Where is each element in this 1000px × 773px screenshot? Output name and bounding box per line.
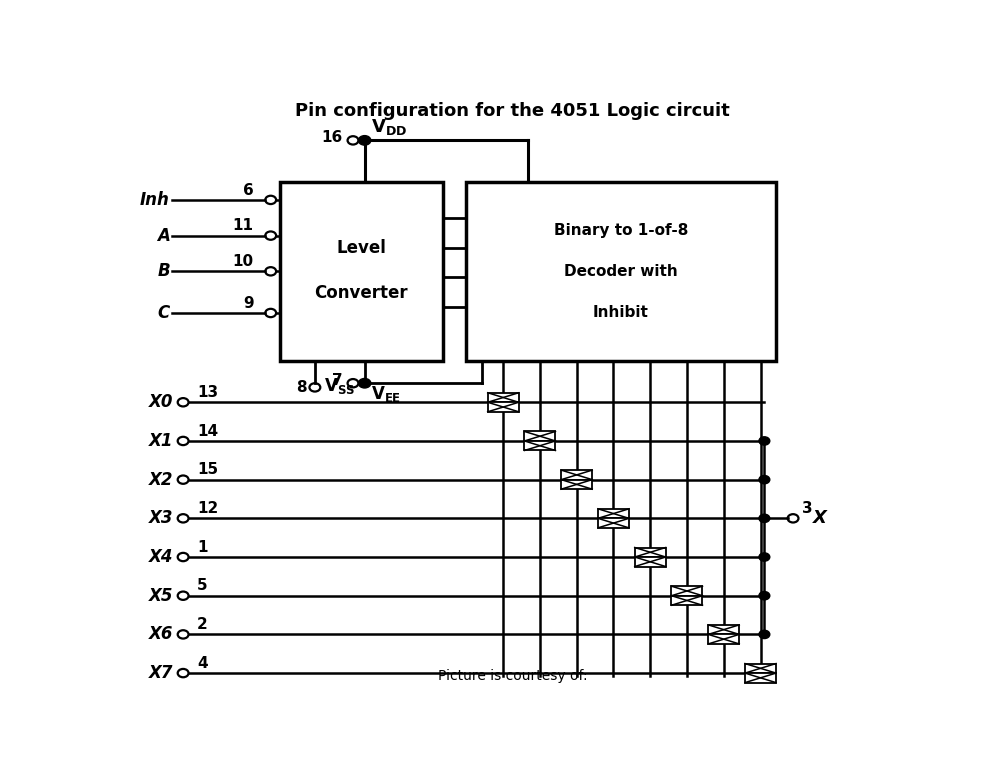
Bar (524, 431, 555, 441)
Text: X2: X2 (149, 471, 174, 489)
Text: X3: X3 (149, 509, 174, 527)
Bar (708, 635, 739, 644)
Text: 9: 9 (243, 295, 254, 311)
Bar (745, 673, 776, 683)
Text: X4: X4 (149, 548, 174, 566)
Bar (488, 393, 519, 402)
Text: Decoder with: Decoder with (564, 264, 678, 279)
Circle shape (759, 553, 770, 561)
Text: X7: X7 (149, 664, 174, 682)
Text: Inh: Inh (140, 191, 170, 209)
Text: Binary to 1-of-8: Binary to 1-of-8 (554, 223, 688, 238)
Text: 15: 15 (197, 462, 218, 477)
Text: A: A (157, 226, 170, 244)
Bar (671, 596, 702, 605)
Text: 10: 10 (233, 254, 254, 269)
Bar (561, 479, 592, 489)
Text: X5: X5 (149, 587, 174, 604)
Text: X1: X1 (149, 432, 174, 450)
Text: 2: 2 (197, 617, 208, 632)
Bar (280, 182, 443, 360)
Text: 6: 6 (243, 182, 254, 198)
Text: 3: 3 (802, 501, 813, 516)
Text: $\mathbf{V_{EE}}$: $\mathbf{V_{EE}}$ (371, 384, 401, 404)
Bar (635, 547, 666, 557)
Circle shape (358, 135, 371, 145)
Text: 7: 7 (332, 373, 343, 388)
Bar (524, 441, 555, 451)
Text: 8: 8 (296, 380, 307, 395)
Text: Pin configuration for the 4051 Logic circuit: Pin configuration for the 4051 Logic cir… (295, 101, 730, 120)
Text: $\mathbf{V_{DD}}$: $\mathbf{V_{DD}}$ (371, 117, 407, 138)
Text: 1: 1 (197, 540, 208, 555)
Text: 13: 13 (197, 385, 218, 400)
Bar (598, 519, 629, 528)
Circle shape (759, 514, 770, 523)
Bar (635, 557, 666, 567)
Text: C: C (158, 304, 170, 322)
Text: X6: X6 (149, 625, 174, 643)
Circle shape (759, 591, 770, 600)
Bar (671, 586, 702, 596)
Text: Inhibit: Inhibit (593, 305, 649, 320)
Bar (488, 402, 519, 412)
Text: 14: 14 (197, 424, 218, 438)
Text: 4: 4 (197, 656, 208, 671)
Text: Picture is courtesy of:: Picture is courtesy of: (438, 669, 587, 683)
Text: $\mathbf{V_{SS}}$: $\mathbf{V_{SS}}$ (324, 376, 355, 397)
Circle shape (759, 475, 770, 484)
Bar (708, 625, 739, 635)
Bar (561, 470, 592, 479)
Text: Level: Level (336, 239, 386, 257)
Text: B: B (157, 262, 170, 281)
Bar (466, 182, 776, 360)
Text: Converter: Converter (315, 284, 408, 301)
Text: X: X (812, 509, 826, 527)
Text: 16: 16 (322, 130, 343, 145)
Text: 11: 11 (233, 218, 254, 233)
Circle shape (358, 379, 371, 388)
Text: 12: 12 (197, 501, 218, 516)
Text: 5: 5 (197, 578, 208, 594)
Circle shape (759, 630, 770, 638)
Text: X0: X0 (149, 393, 174, 411)
Bar (745, 663, 776, 673)
Bar (598, 509, 629, 519)
Circle shape (759, 437, 770, 445)
